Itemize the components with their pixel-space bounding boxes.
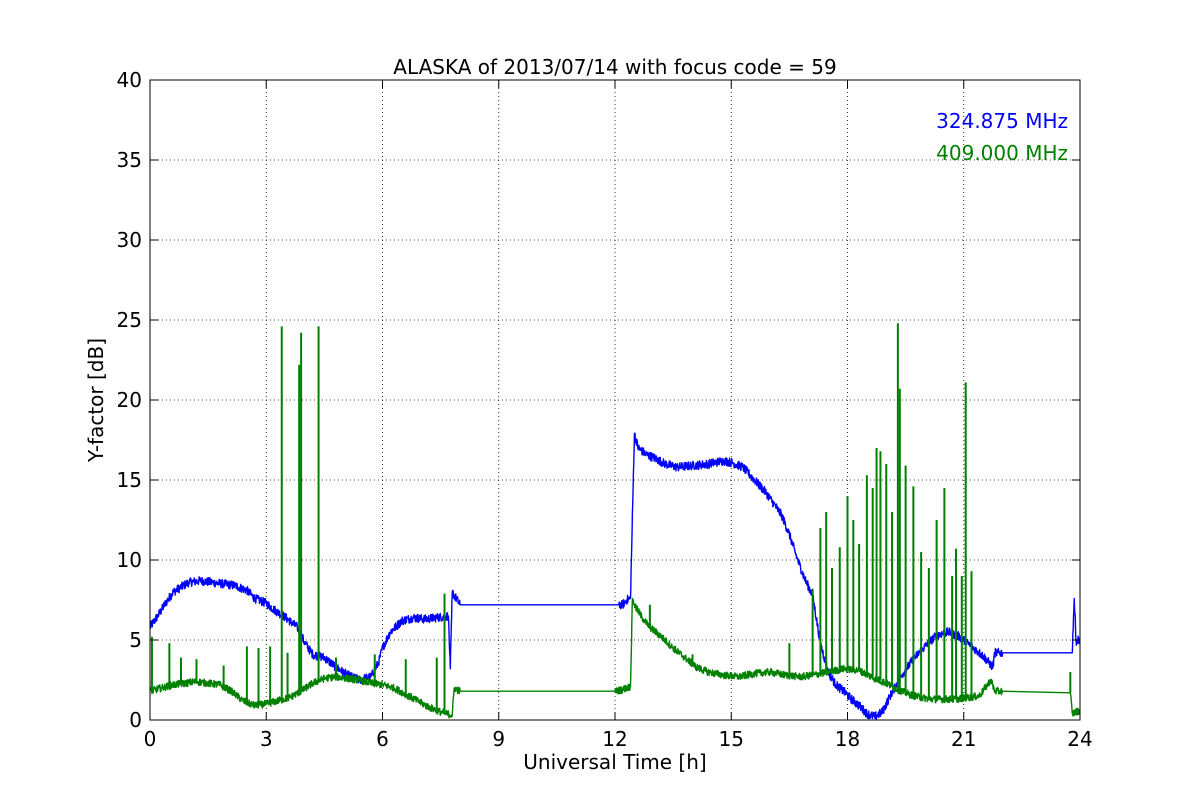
y-axis-label: Y-factor [dB] (84, 338, 108, 463)
y-tick-label: 15 (117, 468, 142, 492)
grid-lines (150, 80, 1080, 720)
series-line-2 (150, 597, 1080, 719)
y-tick-label: 10 (117, 548, 142, 572)
y-tick-label: 20 (117, 388, 142, 412)
legend: 324.875 MHz 409.000 MHz (936, 109, 1068, 165)
y-tick-label: 40 (117, 68, 142, 92)
legend-entry: 324.875 MHz (936, 109, 1068, 133)
y-tick-label: 5 (129, 628, 142, 652)
x-tick-label: 15 (719, 727, 744, 751)
x-tick-label: 18 (835, 727, 860, 751)
chart-title: ALASKA of 2013/07/14 with focus code = 5… (393, 55, 836, 79)
x-tick-label: 24 (1067, 727, 1092, 751)
series-layer (150, 323, 1080, 720)
x-tick-label: 3 (260, 727, 273, 751)
x-tick-label: 21 (951, 727, 976, 751)
x-tick-label: 0 (144, 727, 157, 751)
y-tick-label: 25 (117, 308, 142, 332)
x-tick-label: 6 (376, 727, 389, 751)
series-line-1 (150, 432, 1080, 720)
legend-entry: 409.000 MHz (936, 141, 1068, 165)
y-tick-label: 30 (117, 228, 142, 252)
axis-ticks: 0 3 6 9 12 15 18 21 24 0 5 10 15 20 25 30 35 40 (117, 68, 1093, 751)
y-tick-label: 35 (117, 148, 142, 172)
x-tick-label: 12 (602, 727, 627, 751)
x-axis-label: Universal Time [h] (523, 750, 706, 774)
x-tick-label: 9 (492, 727, 505, 751)
y-tick-label: 0 (129, 708, 142, 732)
